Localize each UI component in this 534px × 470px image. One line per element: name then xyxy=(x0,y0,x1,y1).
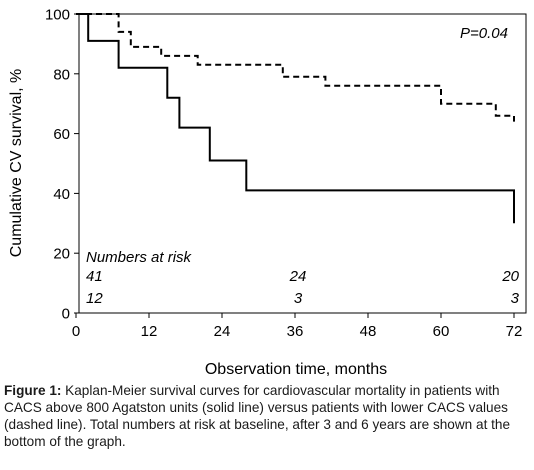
x-tick-label: 48 xyxy=(360,323,377,340)
p-value-annotation: P=0.04 xyxy=(460,25,508,42)
caption-label: Figure 1: xyxy=(4,383,62,398)
survival-curves xyxy=(76,13,515,224)
risk-table: 41 24 20 12 3 3 xyxy=(86,268,520,307)
y-axis-label: Cumulative CV survival, % xyxy=(8,69,25,258)
y-tick-label: 60 xyxy=(53,126,70,143)
x-axis-ticks: 0 12 24 36 48 60 72 xyxy=(72,313,523,340)
y-tick-label: 100 xyxy=(45,7,70,24)
y-tick-label: 80 xyxy=(53,66,70,83)
y-axis-ticks: 0 20 40 60 80 100 xyxy=(45,7,79,323)
figure-caption: Figure 1: Kaplan-Meier survival curves f… xyxy=(4,382,530,450)
km-chart: 0 20 40 60 80 100 0 12 24 36 48 60 72 P=0.04 Number… xyxy=(8,7,527,378)
low-cacs-curve xyxy=(76,13,515,122)
risk-count: 20 xyxy=(501,268,519,285)
plot-area-frame xyxy=(78,13,527,314)
y-tick-label: 40 xyxy=(53,186,70,203)
risk-count: 24 xyxy=(289,268,307,285)
x-tick-label: 24 xyxy=(214,323,231,340)
x-tick-label: 12 xyxy=(141,323,158,340)
risk-count: 3 xyxy=(511,290,520,307)
y-tick-label: 0 xyxy=(62,306,70,323)
risk-count: 12 xyxy=(86,290,103,307)
x-tick-label: 60 xyxy=(433,323,450,340)
x-tick-label: 36 xyxy=(287,323,304,340)
risk-table-title: Numbers at risk xyxy=(86,249,193,266)
x-tick-label: 72 xyxy=(506,323,523,340)
caption-text: Kaplan-Meier survival curves for cardiov… xyxy=(4,383,511,449)
high-cacs-curve xyxy=(76,13,515,224)
risk-count: 3 xyxy=(294,290,303,307)
x-axis-label: Observation time, months xyxy=(205,361,387,378)
x-tick-label: 0 xyxy=(72,323,80,340)
risk-count: 41 xyxy=(86,268,103,285)
y-tick-label: 20 xyxy=(53,246,70,263)
